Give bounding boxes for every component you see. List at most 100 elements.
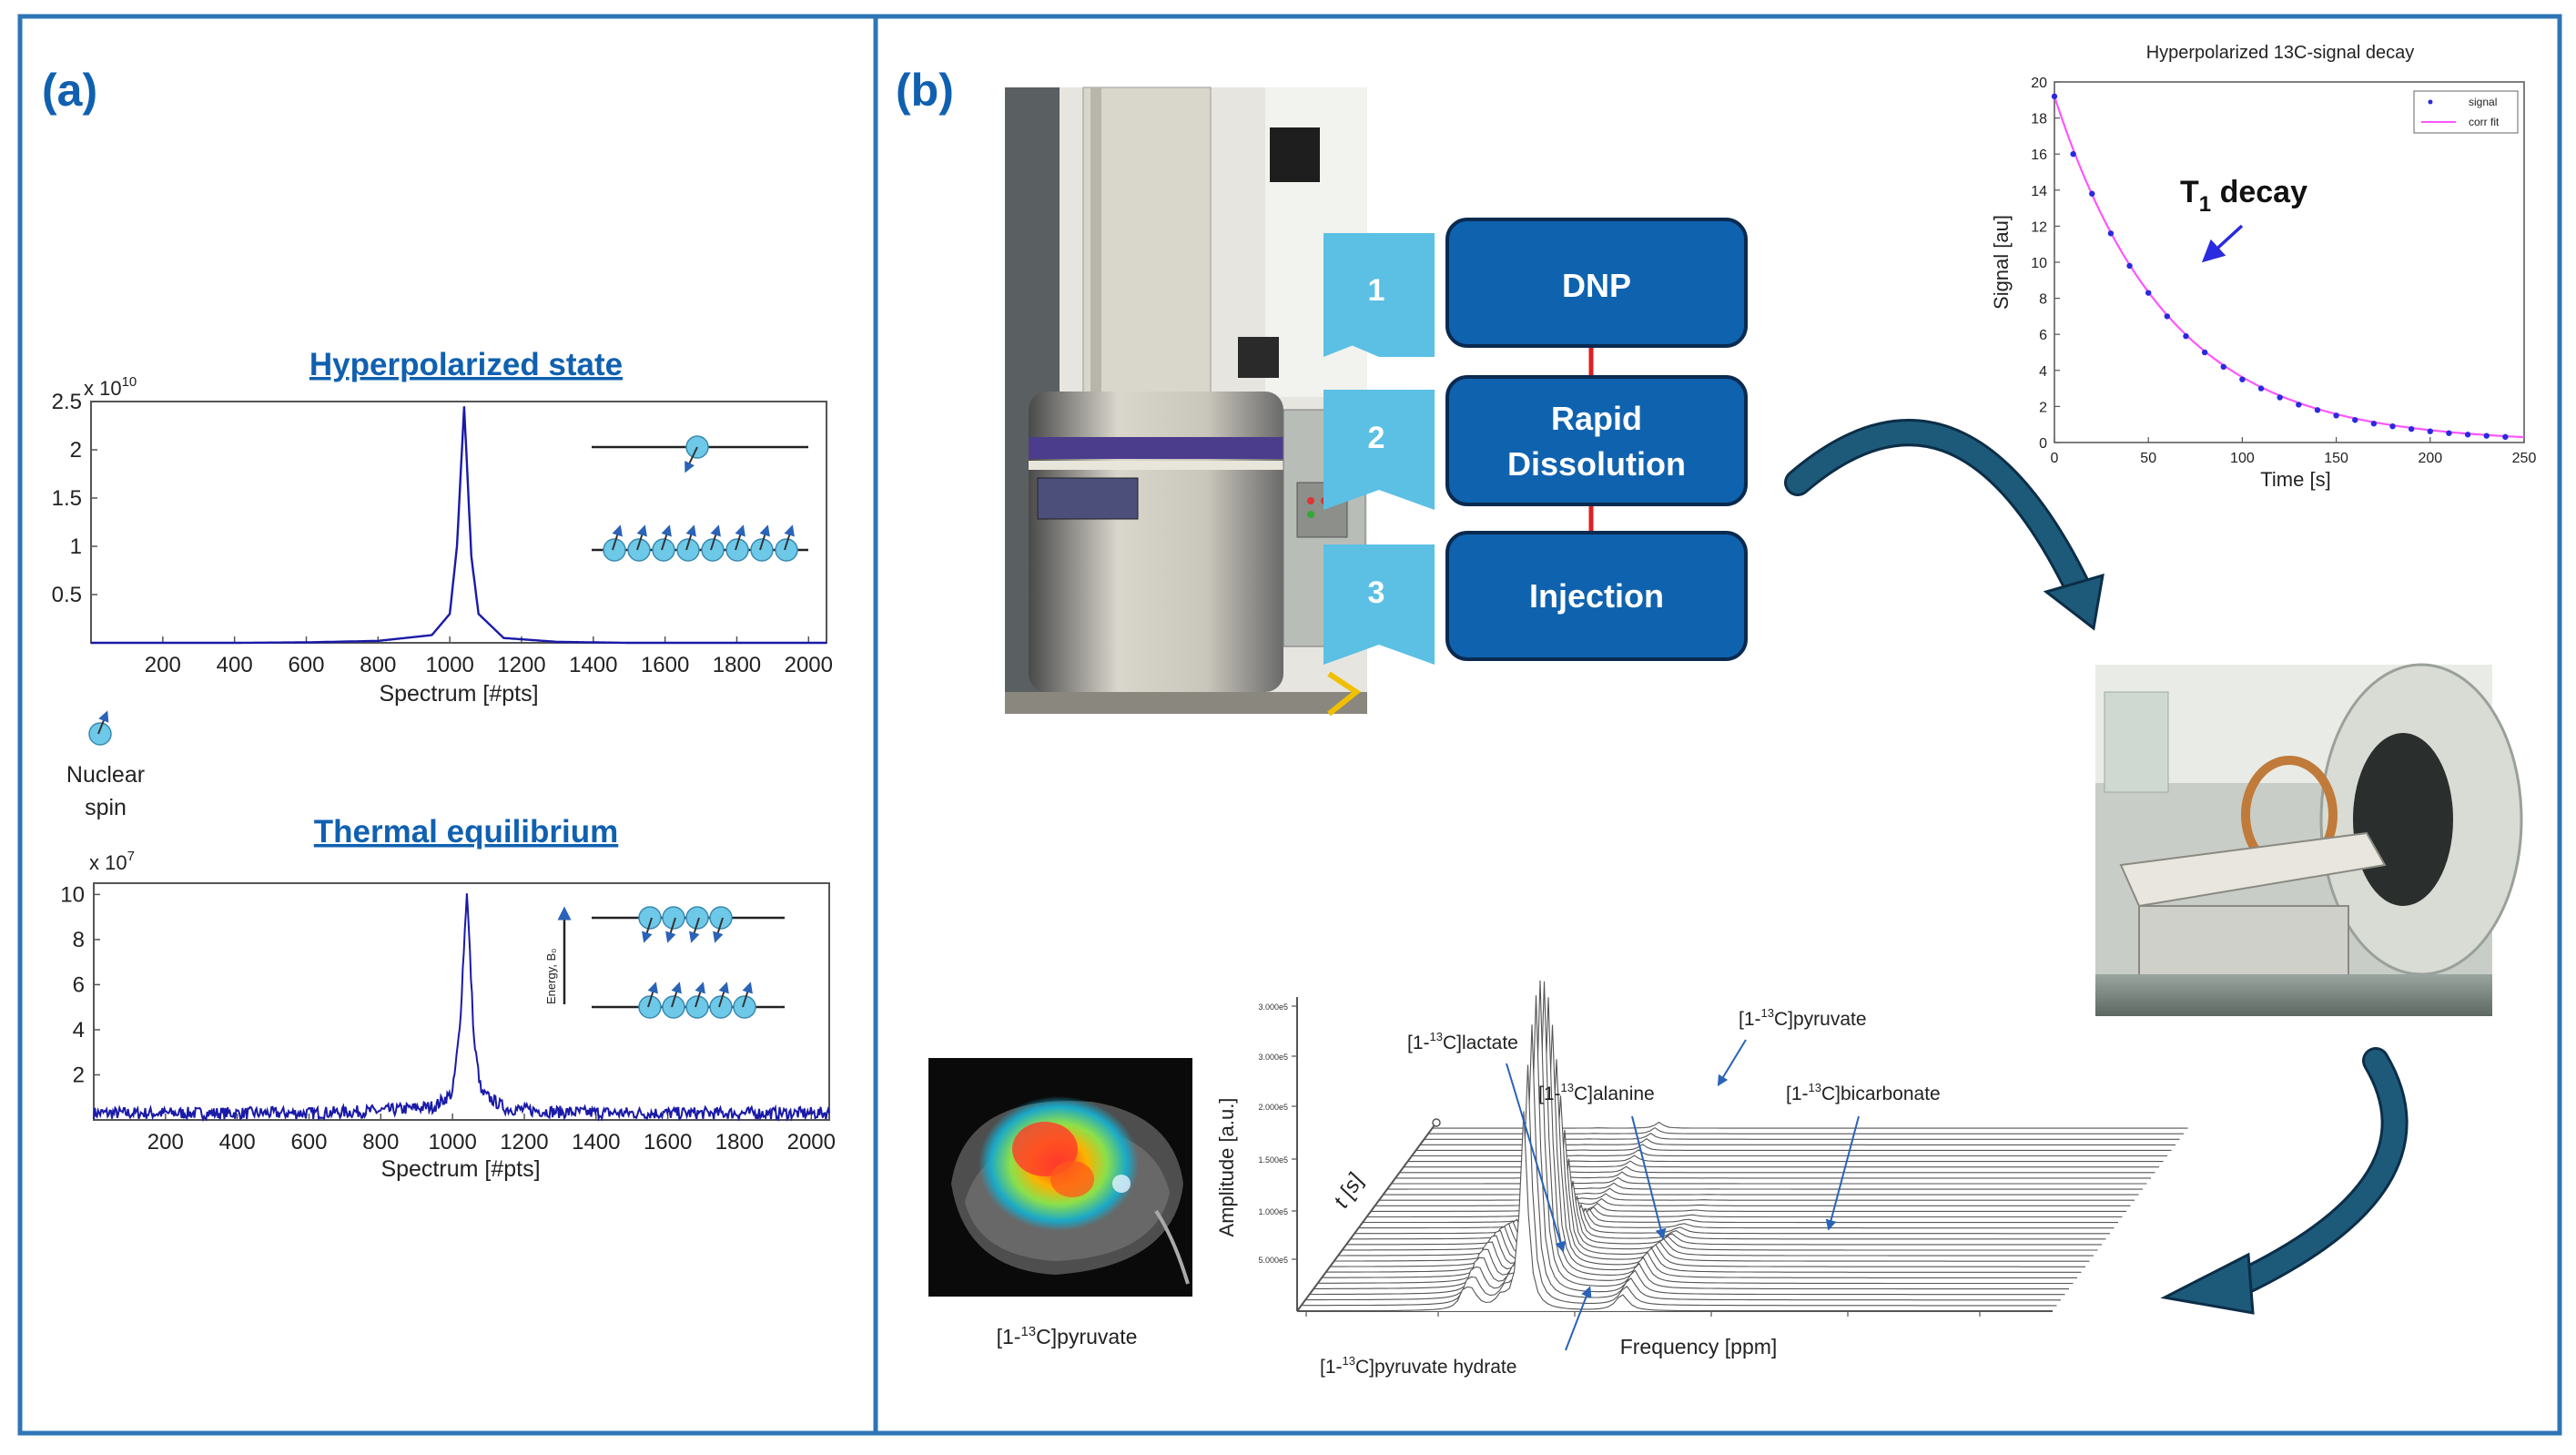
spectrum-trace	[1387, 1182, 2143, 1190]
decay-fit-line	[2053, 96, 2525, 439]
label-pyruvate: [1-13C]pyruvate	[1739, 1006, 1867, 1030]
spectrum-fill	[1325, 1024, 2082, 1273]
decay-point	[2183, 332, 2189, 340]
nuclear-spin-line1: Nuclear	[66, 762, 145, 788]
x-tick-label: 1200	[497, 653, 545, 677]
x-tick-label: 1600	[641, 653, 689, 677]
decay-point	[2446, 430, 2452, 436]
spin-icon	[627, 538, 651, 562]
spectra-y-tick-label: 3.000e5	[1258, 1002, 1288, 1012]
label-alanine: [1-13C]alanine	[1538, 1081, 1655, 1104]
x-tick-label: 2000	[787, 1130, 836, 1155]
nuclear-spin-line2: spin	[85, 795, 127, 820]
spectrum-fill	[1366, 1206, 2123, 1217]
label-pyruvate-hydrate: [1-13C]pyruvate hydrate	[1320, 1354, 1516, 1378]
decay-x-tick-label: 100	[2230, 451, 2255, 466]
x-tick-label: 1600	[644, 1130, 692, 1155]
y-tick-label: 1.5	[52, 486, 82, 511]
panel-a-border	[17, 14, 878, 1436]
spectrum-trace	[1313, 980, 2069, 1290]
spin-icon	[709, 906, 733, 930]
decay-point	[2502, 433, 2509, 441]
flow-arrow-2-head	[2160, 1252, 2255, 1315]
panel-b-label: (b)	[896, 65, 954, 116]
x-tick-label: 200	[147, 1130, 184, 1155]
decay-x-tick-label: 200	[2418, 451, 2442, 466]
spectrum-trace	[1297, 1111, 2053, 1312]
decay-title: Hyperpolarized 13C-signal decay	[2146, 43, 2415, 63]
x-tick-label: 1200	[500, 1130, 548, 1155]
flow-arrow-1-head	[2043, 573, 2104, 631]
spectrum-trace	[1330, 1059, 2085, 1267]
decay-point	[2257, 385, 2265, 392]
decay-point	[2333, 412, 2339, 419]
spectrum-fill	[1354, 1205, 2110, 1234]
decay-x-tick-label: 150	[2324, 451, 2348, 466]
x-tick-label: 800	[360, 653, 396, 677]
spectrum-trace	[1301, 1064, 2057, 1307]
x-tick-label: 600	[290, 1130, 327, 1155]
y-tick-label: 10	[60, 882, 85, 907]
decay-point	[2239, 376, 2246, 382]
decay-y-tick-label: 6	[2039, 328, 2047, 343]
decay-point	[2408, 425, 2415, 432]
legend-signal-marker	[2428, 99, 2433, 105]
y-tick-label: 1	[70, 534, 82, 559]
decay-y-tick-label: 10	[2031, 256, 2047, 271]
y-tick-label: 0.5	[52, 583, 82, 607]
spin-icon	[638, 906, 662, 930]
x-tick-label: 200	[145, 653, 181, 677]
label-bicarbonate: [1-13C]bicarbonate	[1786, 1081, 1941, 1104]
hyper-chart: Hyperpolarized state x 1010 200 400 600 800…	[52, 347, 833, 707]
x-tick-label: 1800	[713, 653, 761, 677]
arrow-alanine	[1631, 1115, 1667, 1240]
spin-icon	[685, 906, 709, 930]
decay-y-tick-label: 12	[2031, 219, 2047, 235]
decay-point	[2070, 151, 2076, 158]
decay-point	[2107, 230, 2115, 237]
step-1-box	[1445, 218, 1748, 348]
image-caption: [1-13C]pyruvate	[997, 1324, 1138, 1348]
decay-point	[2370, 421, 2378, 427]
step-1-label: DNP	[1562, 267, 1631, 304]
spectra-y-tick-label: 1.500e5	[1258, 1155, 1288, 1165]
spin-icon	[701, 538, 725, 562]
thermal-chart: Thermal equilibrium x 107 200 400 600 800 10…	[60, 814, 836, 1182]
x-tick-label: 600	[288, 653, 324, 677]
step-1-number: 1	[1368, 273, 1385, 308]
spectrum-trace	[1374, 1197, 2131, 1206]
spectrum-trace	[1379, 1193, 2135, 1201]
step-2-box	[1445, 375, 1748, 506]
mri-scanner-photo	[2095, 663, 2523, 1016]
flow-arrow-2	[2160, 1047, 2409, 1315]
decay-y-tick-label: 18	[2031, 112, 2047, 127]
spin-icon	[662, 906, 685, 930]
decay-x-tick-label: 50	[2140, 451, 2156, 466]
arrow-pyruvate-hydrate	[1565, 1286, 1592, 1351]
decay-ylabel: Signal [au]	[1990, 215, 2013, 310]
thermal-spin-inset: Energy, B₀	[544, 906, 785, 1019]
spectrum-trace	[1366, 1206, 2123, 1218]
spin-icon	[685, 995, 709, 1019]
thermal-title: Thermal equilibrium	[314, 814, 619, 850]
label-lactate: [1-13C]lactate	[1407, 1030, 1518, 1053]
spectrum-trace	[1338, 1129, 2094, 1257]
t1-decay-arrow	[2201, 224, 2244, 263]
x-tick-label: 1400	[569, 653, 617, 677]
step-2-label-line2: Dissolution	[1507, 445, 1686, 483]
spectra-y-tick-label: 2.000e5	[1258, 1103, 1288, 1112]
spectrum-trace	[1354, 1203, 2110, 1235]
step-2-number: 2	[1368, 421, 1385, 455]
decay-y-tick-label: 20	[2031, 76, 2047, 91]
spin-icon	[603, 538, 626, 562]
spin-icon	[733, 995, 756, 1019]
y-tick-label: 6	[73, 972, 85, 997]
spin-icon	[638, 995, 662, 1019]
spectrum-trace	[1346, 1180, 2102, 1246]
spectrum-trace	[1358, 1207, 2115, 1229]
spin-icon	[775, 538, 798, 562]
spectrum-trace	[1309, 995, 2065, 1296]
spectrum-trace	[1305, 1024, 2061, 1301]
y-tick-label: 2	[73, 1063, 85, 1087]
decay-axes	[2054, 81, 2525, 443]
